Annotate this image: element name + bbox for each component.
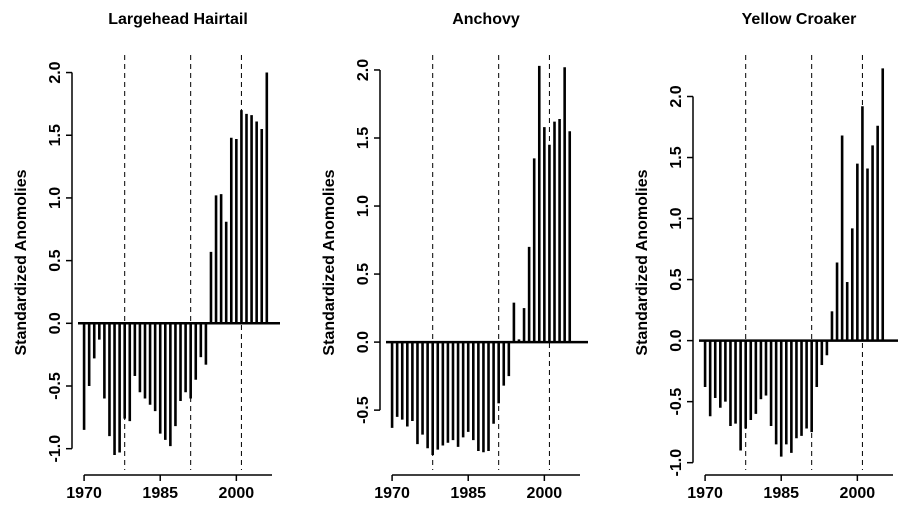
y-axis-label: Standardized Anomolies <box>634 169 651 355</box>
y-tick-label: 2.0 <box>47 61 64 83</box>
y-tick-label: 0.0 <box>47 312 64 334</box>
y-axis-label: Standardized Anomolies <box>321 169 338 355</box>
x-tick-label: 1985 <box>142 485 178 502</box>
x-tick-label: 2000 <box>219 485 255 502</box>
y-tick-label: 1.5 <box>47 124 64 146</box>
panel-title: Anchovy <box>452 11 520 28</box>
y-tick-label: 2.0 <box>668 85 685 107</box>
x-tick-label: 1970 <box>66 485 102 502</box>
y-tick-label: 1.5 <box>668 146 685 168</box>
y-tick-label: 0.0 <box>355 331 372 353</box>
y-tick-label: 0.0 <box>668 329 685 351</box>
panel-title: Largehead Hairtail <box>108 11 248 28</box>
y-tick-label: 1.0 <box>47 187 64 209</box>
y-tick-label: 0.5 <box>355 263 372 285</box>
y-tick-label: 0.5 <box>47 249 64 271</box>
x-tick-label: 2000 <box>840 485 876 502</box>
y-tick-label: -0.5 <box>47 372 64 400</box>
x-tick-label: 1985 <box>450 485 486 502</box>
y-axis-label: Standardized Anomolies <box>13 169 30 355</box>
y-tick-label: -1.0 <box>47 435 64 463</box>
y-tick-label: -0.5 <box>355 396 372 424</box>
panel-title: Yellow Croaker <box>742 11 857 28</box>
x-tick-label: 2000 <box>527 485 563 502</box>
x-tick-label: 1970 <box>687 485 723 502</box>
y-tick-label: 1.5 <box>355 127 372 149</box>
y-tick-label: -1.0 <box>668 449 685 477</box>
x-tick-label: 1970 <box>374 485 410 502</box>
y-tick-label: 0.5 <box>668 268 685 290</box>
x-tick-label: 1985 <box>763 485 799 502</box>
y-tick-label: 2.0 <box>355 59 372 81</box>
y-tick-label: -0.5 <box>668 388 685 416</box>
y-tick-label: 1.0 <box>355 195 372 217</box>
y-tick-label: 1.0 <box>668 207 685 229</box>
